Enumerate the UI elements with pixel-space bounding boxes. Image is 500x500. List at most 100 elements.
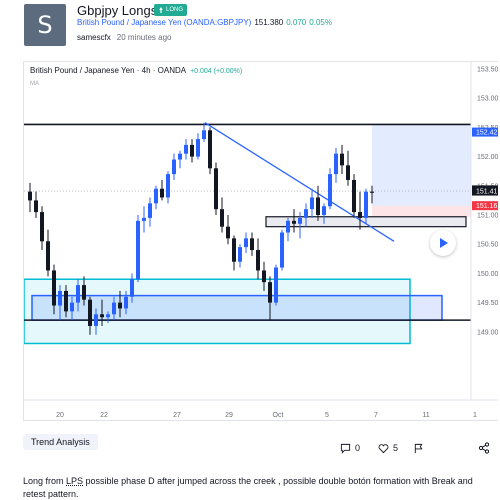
play-icon xyxy=(440,238,448,248)
price-tick-label: 153.50 xyxy=(477,67,498,74)
price-tag-label: 151.41 xyxy=(476,189,498,196)
description-text: possible phase D after jumped across the… xyxy=(23,476,473,499)
candle-body xyxy=(286,220,290,233)
chart-symbol-label: British Pound / Japanese Yen · 4h · OAND… xyxy=(30,66,187,75)
candle-body xyxy=(250,238,254,251)
candle-body xyxy=(34,200,38,213)
symbol-change: 0.070 xyxy=(286,18,307,27)
category-tag[interactable]: Trend Analysis xyxy=(23,434,98,450)
candle-body xyxy=(304,209,308,218)
target-zone xyxy=(372,124,471,206)
candle-body xyxy=(364,191,368,218)
candle-body xyxy=(142,217,146,221)
price-tick-label: 149.00 xyxy=(477,329,498,336)
candle-body xyxy=(184,144,188,154)
candle-body xyxy=(208,130,212,169)
candle-body xyxy=(190,144,194,157)
rocket-icon xyxy=(159,7,163,13)
candle-body xyxy=(172,159,176,175)
chart-area[interactable]: 153.50153.00152.50152.00151.50151.00150.… xyxy=(23,61,498,421)
candle-body xyxy=(40,212,44,242)
idea-title[interactable]: Gbpjpy Longs xyxy=(77,3,158,18)
candle-body xyxy=(94,314,98,326)
time-tick-label: 29 xyxy=(225,412,233,419)
time-tick-label: 5 xyxy=(325,412,329,419)
candle-body xyxy=(316,197,320,215)
demand-zone-box xyxy=(31,294,443,321)
price-tag-label: 152.42 xyxy=(476,130,498,137)
comments-count: 0 xyxy=(355,443,361,453)
time-tick-label: 11 xyxy=(422,412,429,419)
candle-body xyxy=(118,302,122,309)
chart-header: British Pound / Japanese Yen · 4h · OAND… xyxy=(30,66,242,75)
candle-body xyxy=(82,285,86,300)
time-tick-label: Oct xyxy=(273,412,284,419)
idea-description: Long from LPS possible phase D after jum… xyxy=(23,475,483,500)
price-axis-bg xyxy=(471,62,498,400)
candle-body xyxy=(214,168,218,210)
candle-body xyxy=(64,290,68,312)
long-badge-label: LONG xyxy=(166,7,184,13)
candle-body xyxy=(322,206,326,215)
price-tick-label: 149.50 xyxy=(477,300,498,307)
candle-body xyxy=(346,165,350,180)
candle-body xyxy=(226,226,230,239)
author-name[interactable]: samescfx xyxy=(77,33,111,42)
likes-count: 5 xyxy=(393,443,399,453)
avatar[interactable]: S xyxy=(24,4,66,46)
price-tag-box xyxy=(472,186,498,196)
candle-body xyxy=(220,209,224,227)
creek-trendline xyxy=(204,122,395,242)
candle-body xyxy=(76,285,80,303)
candle-body xyxy=(202,130,206,140)
candle-body xyxy=(136,220,140,280)
price-tick-label: 151.00 xyxy=(477,213,498,220)
ma-indicator-label[interactable]: MA xyxy=(30,81,39,87)
candle-body xyxy=(52,270,56,306)
long-badge: LONG xyxy=(154,4,188,16)
price-tick-label: 150.00 xyxy=(477,271,498,278)
candle-body xyxy=(262,270,266,283)
comments-button[interactable]: 0 xyxy=(340,442,360,454)
share-button[interactable] xyxy=(478,442,490,454)
candle-body xyxy=(196,139,200,157)
candle-body xyxy=(58,290,62,306)
flag-icon xyxy=(414,443,423,453)
comment-icon xyxy=(340,443,351,454)
stop-zone xyxy=(372,205,471,217)
candle-body xyxy=(130,279,134,297)
time-tick-label: 27 xyxy=(173,412,181,419)
time-tick-label: 7 xyxy=(374,412,378,419)
candle-body xyxy=(100,314,104,318)
candle-body xyxy=(112,302,116,315)
play-button[interactable] xyxy=(430,230,456,256)
symbol-price: 151.380 xyxy=(254,18,284,27)
lps-term[interactable]: LPS xyxy=(66,476,84,486)
candle-body xyxy=(232,238,236,262)
candle-body xyxy=(358,212,362,218)
candle-body xyxy=(88,299,92,326)
price-tick-label: 152.00 xyxy=(477,154,498,161)
candle-body xyxy=(352,179,356,213)
candlestick-chart[interactable]: 153.50153.00152.50152.00151.50151.00150.… xyxy=(24,62,498,421)
like-button[interactable]: 5 xyxy=(378,442,398,454)
candle-body xyxy=(166,174,170,198)
candle-body xyxy=(178,153,182,160)
symbol-change-pct: 0.05% xyxy=(309,18,332,27)
candle-body xyxy=(370,191,374,193)
candle-body xyxy=(292,220,296,224)
symbol-link[interactable]: British Pound / Japanese Yen (OANDA:GBPJ… xyxy=(77,18,252,27)
price-tag-label: 151.16 xyxy=(476,203,498,210)
candle-body xyxy=(238,247,242,262)
candle-body xyxy=(124,296,128,309)
report-button[interactable] xyxy=(413,442,424,454)
candle-body xyxy=(160,188,164,198)
candle-body xyxy=(46,241,50,271)
candle-body xyxy=(298,217,302,224)
candle-body xyxy=(256,250,260,271)
price-tag-box xyxy=(472,201,498,211)
chart-change-label: +0.004 (+0.00%) xyxy=(190,68,243,75)
time-tick-label: 20 xyxy=(56,412,64,419)
candle-body xyxy=(328,174,332,207)
candle-body xyxy=(340,153,344,166)
